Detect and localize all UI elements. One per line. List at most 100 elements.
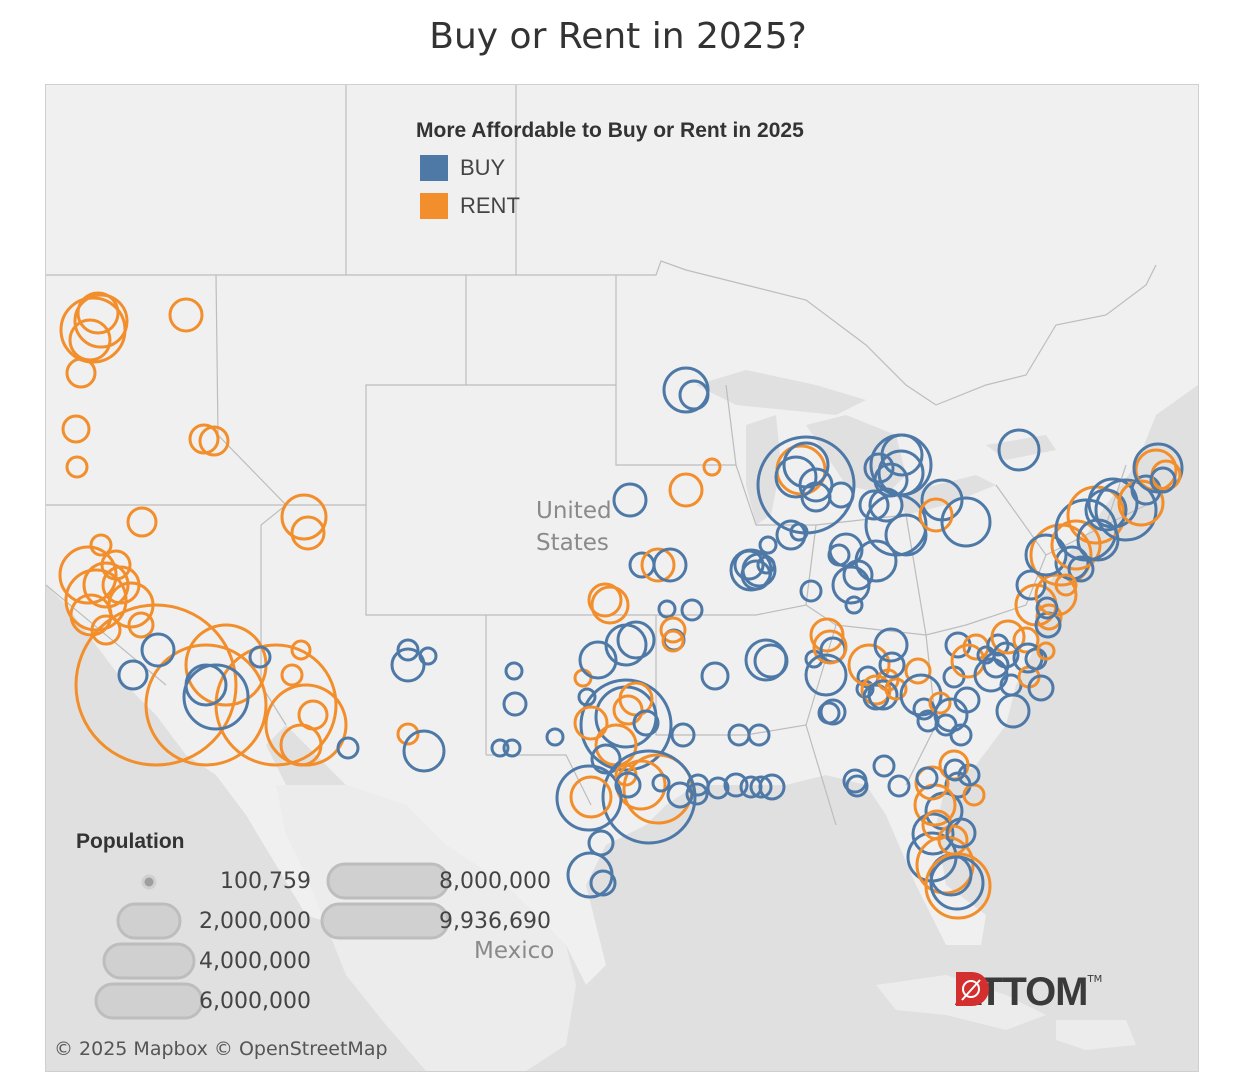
- bubble-buy[interactable]: [1067, 555, 1095, 583]
- bubble-rent[interactable]: [590, 585, 630, 625]
- bubble-buy[interactable]: [555, 764, 623, 832]
- bubble-rent[interactable]: [68, 318, 112, 362]
- bubble-buy[interactable]: [915, 766, 939, 790]
- bubble-buy[interactable]: [1035, 596, 1059, 620]
- bubble-rent[interactable]: [668, 472, 704, 508]
- bubble-buy[interactable]: [940, 496, 992, 548]
- bubble-buy[interactable]: [842, 559, 874, 591]
- bubble-buy[interactable]: [616, 620, 656, 660]
- bubble-buy[interactable]: [390, 647, 426, 683]
- bubble-buy[interactable]: [789, 522, 809, 542]
- bubble-buy[interactable]: [858, 489, 890, 521]
- bubble-buy[interactable]: [612, 482, 648, 518]
- bubble-rent[interactable]: [90, 614, 122, 646]
- bubble-buy[interactable]: [578, 640, 618, 680]
- bubble-buy[interactable]: [140, 632, 176, 668]
- bubble-buy[interactable]: [402, 729, 446, 773]
- bubble-rent[interactable]: [847, 643, 891, 687]
- bubble-rent[interactable]: [58, 545, 118, 605]
- bubble-rent[interactable]: [65, 357, 97, 389]
- map-canvas[interactable]: [46, 85, 1198, 1071]
- bubble-rent[interactable]: [198, 425, 230, 457]
- bubble-rent[interactable]: [290, 639, 312, 661]
- bubble-rent[interactable]: [573, 705, 609, 741]
- bubble-rent[interactable]: [144, 643, 268, 767]
- bubble-buy[interactable]: [182, 663, 250, 731]
- bubble-rent[interactable]: [1036, 641, 1056, 661]
- bubble-rent[interactable]: [914, 765, 950, 801]
- bubble-rent[interactable]: [100, 549, 132, 581]
- bubble-buy[interactable]: [992, 641, 1020, 669]
- bubble-buy[interactable]: [873, 627, 909, 663]
- bubble-rent[interactable]: [937, 824, 969, 856]
- bubble-buy[interactable]: [749, 775, 773, 799]
- legend-item-rent[interactable]: RENT: [416, 193, 896, 219]
- bubble-buy[interactable]: [490, 738, 510, 758]
- bubble-buy[interactable]: [911, 812, 955, 856]
- bubble-buy[interactable]: [912, 697, 936, 721]
- bubble-buy[interactable]: [590, 743, 622, 775]
- bubble-buy[interactable]: [336, 736, 360, 760]
- bubble-buy[interactable]: [670, 722, 696, 748]
- bubble-buy[interactable]: [986, 633, 1010, 657]
- bubble-buy[interactable]: [504, 661, 524, 681]
- bubble-rent[interactable]: [65, 455, 89, 479]
- bubble-buy[interactable]: [614, 771, 642, 799]
- bubble-rent[interactable]: [702, 457, 722, 477]
- bubble-rent[interactable]: [1035, 603, 1063, 631]
- bubble-buy[interactable]: [651, 773, 671, 793]
- bubble-rent[interactable]: [812, 629, 848, 665]
- bubble-buy[interactable]: [1076, 518, 1120, 562]
- bubble-rent[interactable]: [640, 547, 676, 583]
- bubble-buy[interactable]: [666, 781, 694, 809]
- bubble-rent[interactable]: [76, 291, 120, 335]
- bubble-buy[interactable]: [1084, 488, 1128, 532]
- bubble-buy[interactable]: [867, 679, 899, 711]
- bubble-buy[interactable]: [827, 481, 855, 509]
- bubble-rent[interactable]: [89, 533, 113, 557]
- bubble-rent[interactable]: [297, 699, 329, 731]
- bubble-rent[interactable]: [918, 497, 954, 533]
- bubble-rent[interactable]: [1050, 519, 1102, 571]
- bubble-buy[interactable]: [545, 727, 565, 747]
- bubble-buy[interactable]: [747, 723, 771, 747]
- bubble-buy[interactable]: [502, 691, 528, 717]
- bubble-rent[interactable]: [126, 506, 158, 538]
- bubble-rent[interactable]: [928, 691, 952, 715]
- bubble-buy[interactable]: [685, 782, 709, 806]
- bubble-rent[interactable]: [990, 619, 1026, 655]
- bubble-rent[interactable]: [280, 493, 328, 541]
- bubble-buy[interactable]: [1024, 533, 1068, 577]
- bubble-rent[interactable]: [661, 629, 685, 653]
- bubble-rent[interactable]: [569, 775, 613, 819]
- bubble-buy[interactable]: [943, 758, 967, 782]
- bubble-buy[interactable]: [396, 638, 420, 662]
- bubble-rent[interactable]: [74, 603, 238, 767]
- bubble-rent[interactable]: [904, 657, 932, 685]
- bubble-rent[interactable]: [214, 643, 338, 767]
- bubble-buy[interactable]: [758, 535, 778, 555]
- bubble-buy[interactable]: [579, 678, 673, 772]
- bubble-buy[interactable]: [248, 645, 272, 669]
- bubble-buy[interactable]: [686, 773, 710, 797]
- bubble-rent[interactable]: [809, 617, 845, 653]
- bubble-buy[interactable]: [117, 659, 149, 691]
- bubble-buy[interactable]: [887, 774, 911, 798]
- bubble-rent[interactable]: [168, 297, 204, 333]
- bubble-buy[interactable]: [589, 869, 617, 897]
- bubble-buy[interactable]: [652, 547, 688, 583]
- map-attribution[interactable]: © 2025 Mapbox © OpenStreetMap: [54, 1038, 388, 1060]
- map-view[interactable]: More Affordable to Buy or Rent in 2025 B…: [45, 84, 1199, 1072]
- legend-item-buy[interactable]: BUY: [416, 155, 896, 181]
- bubble-buy[interactable]: [804, 653, 848, 697]
- bubble-buy[interactable]: [632, 709, 660, 737]
- bubble-rent[interactable]: [188, 423, 220, 455]
- bubble-buy[interactable]: [753, 643, 789, 679]
- bubble-buy[interactable]: [845, 774, 869, 798]
- bubble-rent[interactable]: [1054, 573, 1078, 597]
- bubble-buy[interactable]: [741, 552, 777, 588]
- bubble-buy[interactable]: [1027, 674, 1055, 702]
- bubble-rent[interactable]: [61, 414, 91, 444]
- bubble-buy[interactable]: [929, 855, 985, 911]
- bubble-buy[interactable]: [872, 754, 896, 778]
